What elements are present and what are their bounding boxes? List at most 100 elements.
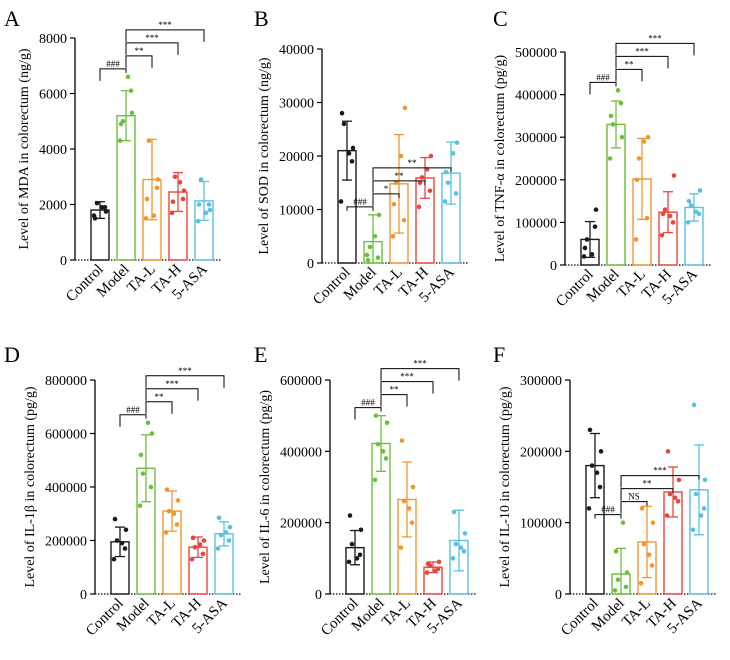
- data-point: [112, 516, 118, 522]
- data-point: [166, 508, 172, 514]
- panel-letter: A: [4, 6, 20, 31]
- chart-panel-c: C 0 100000 200000 300000 400000 500000 Level of…: [493, 6, 711, 310]
- significance-bracket: [346, 206, 374, 211]
- significance-bracket: [354, 407, 382, 420]
- significance-label: ***: [648, 33, 662, 43]
- data-point: [365, 258, 371, 263]
- chart-panel-e: E 0 200000 400000 600000 Level of IL-6 in col…: [254, 342, 476, 639]
- data-point: [367, 244, 373, 250]
- y-tick-label: 400000: [45, 481, 87, 496]
- data-point: [372, 477, 378, 483]
- data-point: [94, 200, 100, 206]
- data-point: [354, 556, 360, 561]
- chart-panel-a: A 0 2000 4000 6000 8000 Level of MDA in colore…: [4, 6, 221, 305]
- data-point: [384, 420, 390, 426]
- data-point: [638, 581, 644, 586]
- data-point: [383, 456, 389, 461]
- data-point: [145, 420, 151, 426]
- significance-label: **: [408, 158, 418, 168]
- significance-bracket: [145, 375, 225, 388]
- data-point: [402, 105, 408, 111]
- panel-letter: D: [4, 342, 20, 367]
- data-point: [458, 545, 464, 550]
- significance-bracket: [620, 475, 700, 488]
- y-tick-label: 0: [60, 254, 67, 269]
- y-axis-label: Level of IL-1β in colorectum (pg/g): [23, 386, 38, 587]
- data-point: [398, 153, 404, 159]
- significance-bracket: [380, 368, 460, 381]
- significance-bracket: [620, 488, 674, 501]
- data-point: [338, 199, 344, 204]
- data-point: [633, 237, 639, 242]
- data-point: [227, 524, 233, 530]
- significance-bracket: [125, 42, 179, 55]
- y-tick-label: 600000: [280, 374, 322, 389]
- data-point: [701, 506, 707, 511]
- data-point: [346, 559, 352, 565]
- data-point: [450, 556, 456, 561]
- data-point: [148, 484, 154, 490]
- data-point: [155, 177, 161, 182]
- y-tick-label: 30000: [279, 97, 314, 112]
- y-tick-label: 40000: [279, 43, 314, 58]
- data-point: [372, 233, 378, 239]
- data-point: [693, 491, 699, 497]
- y-axis-label: Level of TNF-α in colorectum (pg/g): [493, 55, 508, 263]
- data-point: [615, 577, 621, 583]
- data-point: [375, 255, 381, 260]
- data-point: [608, 113, 614, 119]
- significance-label: ***: [145, 33, 159, 43]
- significance-bracket: [372, 193, 400, 206]
- data-point: [118, 121, 124, 127]
- data-point: [393, 180, 399, 186]
- y-tick-label: 400000: [280, 445, 322, 460]
- y-tick-label: 10000: [279, 204, 314, 219]
- y-tick-label: 200000: [280, 517, 322, 532]
- data-point: [226, 538, 232, 543]
- data-point: [198, 177, 204, 182]
- significance-bracket: [119, 414, 147, 427]
- data-point: [676, 477, 682, 483]
- data-point: [103, 209, 109, 214]
- data-point: [401, 498, 407, 504]
- data-point: [122, 546, 128, 551]
- data-point: [143, 216, 149, 221]
- data-point: [117, 138, 123, 143]
- data-point: [659, 232, 665, 238]
- data-point: [686, 198, 692, 204]
- data-point: [111, 556, 117, 562]
- data-point: [200, 551, 206, 557]
- significance-label: ***: [413, 359, 427, 369]
- data-point: [693, 209, 699, 215]
- significance-bracket: [372, 167, 452, 180]
- data-point: [215, 546, 221, 551]
- y-tick-label: 200000: [515, 174, 557, 189]
- data-point: [613, 548, 619, 554]
- data-point: [347, 513, 353, 518]
- significance-bracket: [380, 381, 434, 394]
- data-point: [445, 180, 451, 186]
- y-tick-label: 4000: [39, 143, 67, 158]
- data-point: [436, 559, 442, 565]
- data-point: [376, 212, 382, 218]
- data-point: [172, 174, 178, 180]
- significance-bracket: [125, 29, 205, 42]
- significance-label: ###: [353, 197, 367, 207]
- significance-bracket: [615, 68, 643, 82]
- significance-bracket: [615, 55, 669, 69]
- data-point: [428, 153, 434, 159]
- y-tick-label: 6000: [39, 88, 67, 103]
- significance-label: *: [384, 184, 389, 194]
- data-point: [586, 506, 592, 511]
- significance-bracket: [594, 514, 622, 519]
- data-point: [646, 552, 652, 558]
- data-point: [341, 121, 347, 127]
- significance-bracket: [145, 388, 199, 401]
- data-point: [450, 151, 456, 156]
- data-point: [644, 215, 650, 221]
- significance-label: **: [135, 46, 145, 56]
- data-point: [672, 495, 678, 501]
- data-point: [149, 431, 155, 436]
- data-point: [99, 204, 105, 210]
- data-point: [425, 561, 431, 566]
